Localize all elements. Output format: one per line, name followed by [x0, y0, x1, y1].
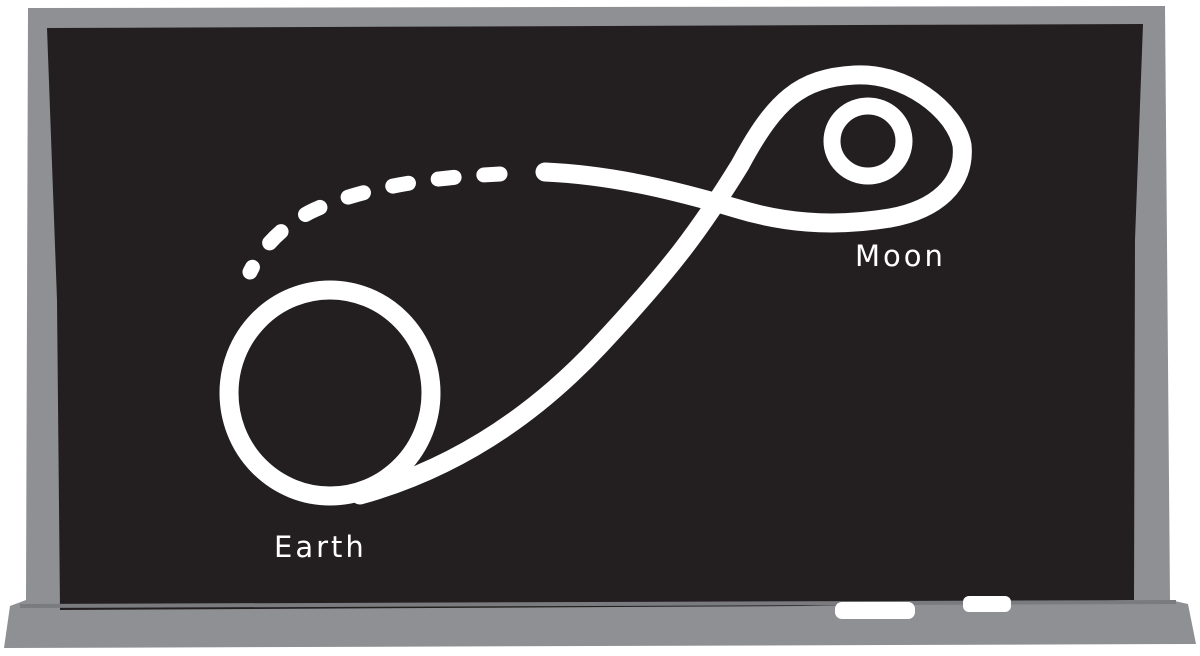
chalk-piece — [835, 602, 915, 619]
moon-label: Moon — [855, 239, 946, 273]
moon-circle — [823, 97, 913, 185]
chalkboard-surface — [47, 24, 1143, 610]
earth-label: Earth — [274, 530, 367, 564]
trajectory-path — [350, 65, 972, 505]
return-trajectory-dashed — [242, 166, 508, 280]
earth-circle — [219, 280, 441, 506]
chalk-piece — [963, 596, 1011, 612]
